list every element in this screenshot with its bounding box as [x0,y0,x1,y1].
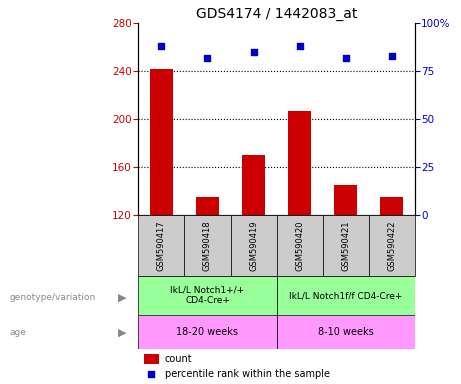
Bar [184,215,230,276]
Bar [288,111,311,215]
Text: ▶: ▶ [118,292,126,302]
Bar [138,315,277,349]
Point [388,53,396,59]
Point [158,43,165,49]
Bar [150,69,173,215]
Text: percentile rank within the sample: percentile rank within the sample [165,369,330,379]
Bar [334,185,357,215]
Text: age: age [9,328,26,337]
Point [148,371,155,377]
Point [342,55,349,61]
Bar [277,315,415,349]
Title: GDS4174 / 1442083_at: GDS4174 / 1442083_at [196,7,357,21]
Text: count: count [165,354,192,364]
Bar [277,215,323,276]
Text: GSM590422: GSM590422 [387,220,396,271]
Bar [144,354,159,364]
Text: IkL/L Notch1f/f CD4-Cre+: IkL/L Notch1f/f CD4-Cre+ [289,291,402,300]
Text: IkL/L Notch1+/+
CD4-Cre+: IkL/L Notch1+/+ CD4-Cre+ [171,286,244,305]
Point [250,49,257,55]
Bar [369,215,415,276]
Bar [196,197,219,215]
Text: genotype/variation: genotype/variation [9,293,95,302]
Text: 18-20 weeks: 18-20 weeks [177,327,238,337]
Text: 8-10 weeks: 8-10 weeks [318,327,373,337]
Text: GSM590417: GSM590417 [157,220,166,271]
Bar [242,155,265,215]
Text: GSM590419: GSM590419 [249,220,258,271]
Bar [138,276,277,315]
Bar [380,197,403,215]
Bar [138,215,184,276]
Bar [277,276,415,315]
Text: GSM590418: GSM590418 [203,220,212,271]
Bar [230,215,277,276]
Bar [323,215,369,276]
Text: ▶: ▶ [118,327,126,337]
Text: GSM590421: GSM590421 [341,220,350,271]
Point [296,43,303,49]
Text: GSM590420: GSM590420 [295,220,304,271]
Point [204,55,211,61]
